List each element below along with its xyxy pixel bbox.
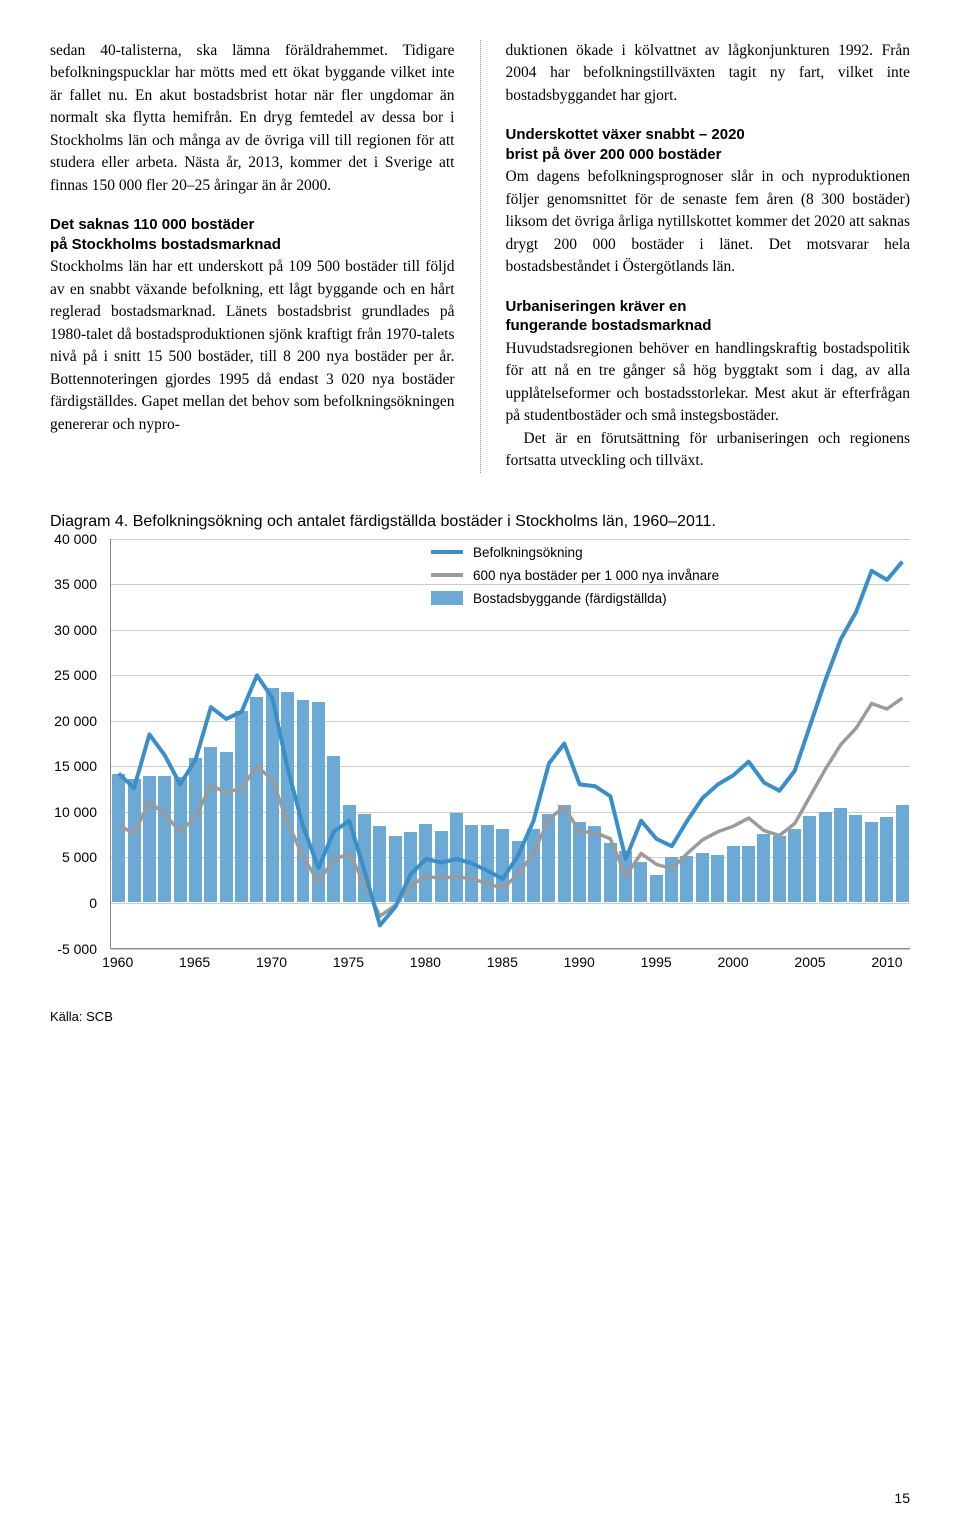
legend-swatch	[431, 550, 463, 554]
legend-label: Bostadsbyggande (färdigställda)	[473, 591, 667, 606]
left-column: sedan 40-talisterna, ska lämna föräldrah…	[50, 40, 455, 473]
body-text: duktionen ökade i kölvattnet av lågkonju…	[506, 40, 911, 107]
legend-label: Befolkningsökning	[473, 545, 583, 560]
chart-source: Källa: SCB	[50, 1009, 910, 1024]
chart-title: Diagram 4. Befolkningsökning och antalet…	[50, 513, 910, 531]
chart: 40 00035 00030 00025 00020 00015 00010 0…	[50, 539, 910, 999]
right-column: duktionen ökade i kölvattnet av lågkonju…	[506, 40, 911, 473]
body-text: Stockholms län har ett underskott på 109…	[50, 256, 455, 436]
legend-swatch	[431, 591, 463, 605]
chart-plot-area: Befolkningsökning 600 nya bostäder per 1…	[110, 539, 910, 949]
subheading: Underskottet växer snabbt – 2020 brist p…	[506, 125, 911, 164]
y-axis-labels: 40 00035 00030 00025 00020 00015 00010 0…	[50, 539, 105, 949]
body-text: Om dagens befolkningsprognoser slår in o…	[506, 166, 911, 278]
subheading: Det saknas 110 000 bostäder på Stockholm…	[50, 215, 455, 254]
legend-swatch	[431, 573, 463, 577]
legend-label: 600 nya bostäder per 1 000 nya invånare	[473, 568, 719, 583]
chart-legend: Befolkningsökning 600 nya bostäder per 1…	[431, 545, 719, 614]
page-number: 15	[894, 1490, 910, 1506]
body-text: sedan 40-talisterna, ska lämna föräldrah…	[50, 40, 455, 197]
body-text: Det är en förutsättning för urbanisering…	[506, 428, 911, 473]
body-text: Huvudstadsregionen behöver en handlingsk…	[506, 338, 911, 428]
subheading: Urbaniseringen kräver en fungerande bost…	[506, 297, 911, 336]
column-divider	[480, 40, 481, 473]
